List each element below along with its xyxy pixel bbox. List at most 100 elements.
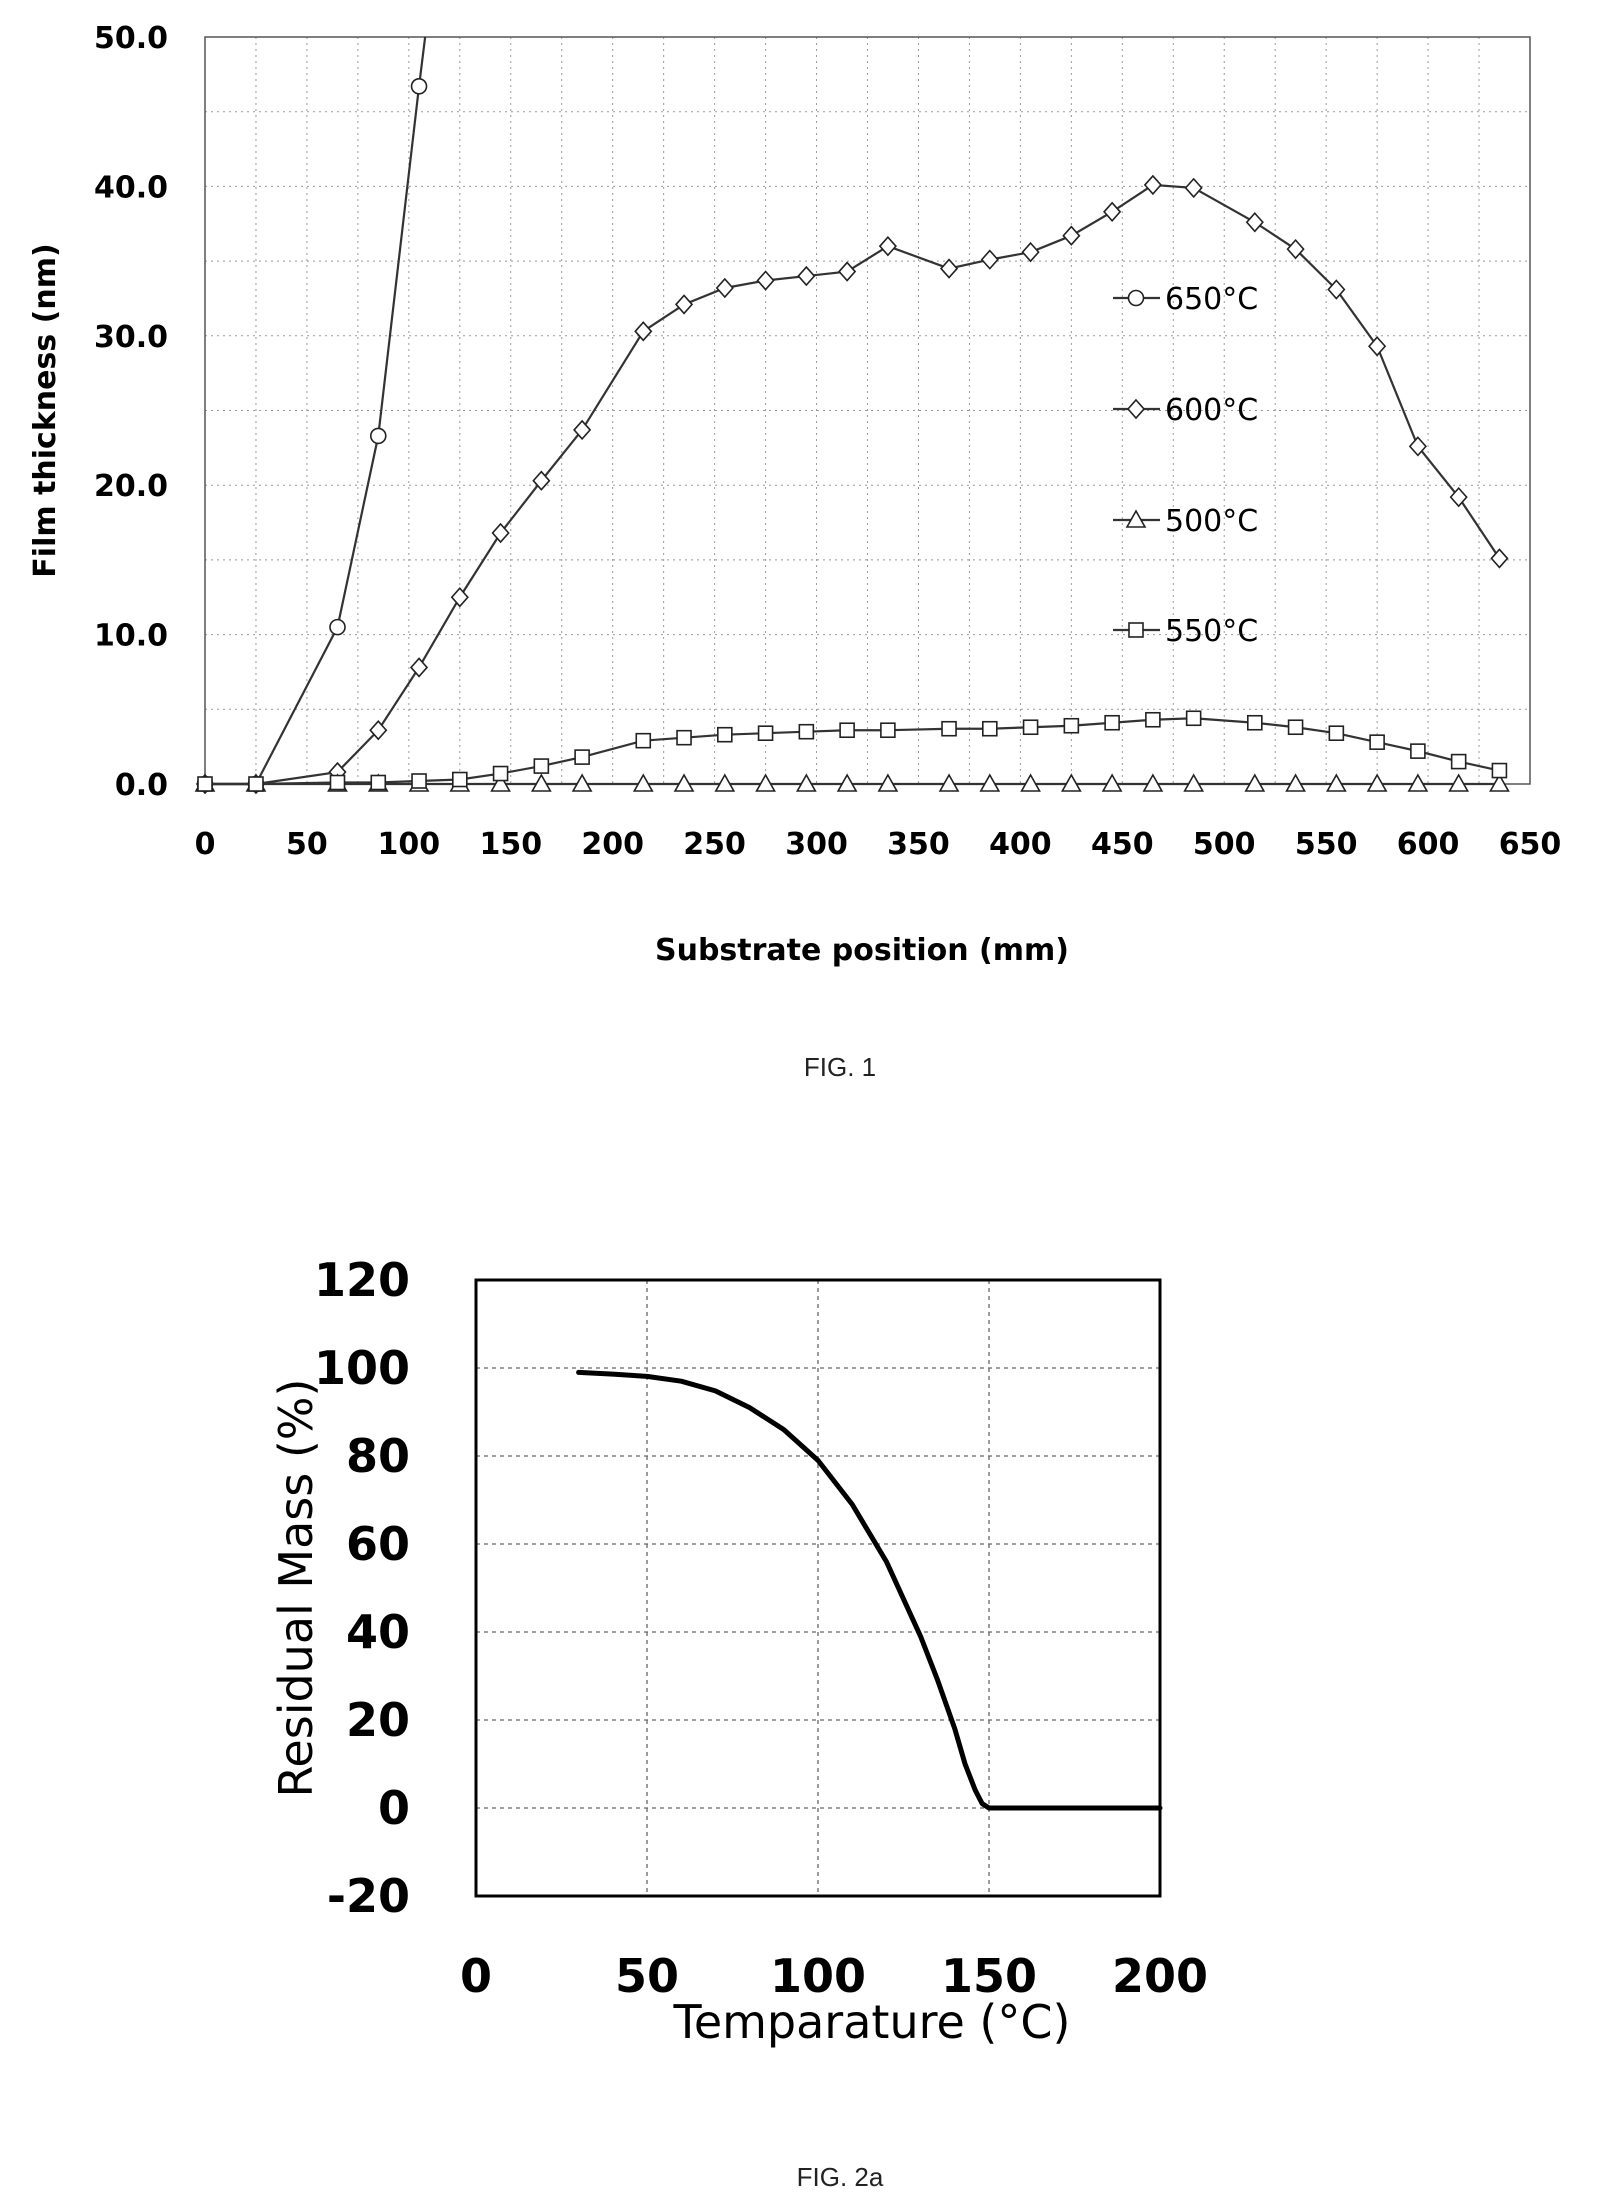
x-tick-label: 100	[770, 1949, 866, 2003]
square-marker	[411, 773, 427, 789]
square-marker	[1022, 719, 1039, 736]
square-marker	[574, 749, 590, 765]
legend-entry: 600°C	[1113, 393, 1258, 428]
diamond-marker	[1184, 177, 1203, 199]
x-tick-label: 200	[1112, 1949, 1208, 2003]
triangle-marker	[530, 773, 552, 792]
y-tick-label: 120	[314, 1253, 410, 1307]
triangle-marker	[877, 773, 899, 792]
square-marker	[1328, 725, 1345, 742]
x-tick-label: 0	[195, 827, 216, 862]
circle-marker	[410, 78, 428, 95]
diamond-marker	[1062, 225, 1081, 246]
triangle-marker	[1244, 773, 1266, 792]
square-marker	[1104, 714, 1120, 731]
series-circle	[196, 36, 428, 793]
diamond-marker	[1103, 201, 1122, 223]
triangle-marker	[1325, 773, 1347, 792]
diamond-marker	[409, 657, 429, 678]
series-line	[205, 183, 1501, 786]
triangle-marker	[1142, 773, 1164, 792]
y-tick-label: 40.0	[94, 170, 168, 205]
square-marker	[533, 758, 550, 774]
square-marker	[982, 720, 998, 737]
x-axis-title: Substrate position (mm)	[655, 933, 1069, 968]
triangle-marker	[1366, 773, 1388, 792]
diamond-marker	[756, 270, 775, 291]
y-tick-label: 60	[346, 1517, 410, 1571]
x-tick-label: 100	[378, 827, 441, 862]
square-marker	[1145, 711, 1161, 728]
y-tick-label: 20.0	[94, 469, 168, 504]
diamond-marker	[1408, 436, 1427, 457]
square-marker	[1450, 753, 1467, 770]
square-marker	[370, 774, 387, 791]
square-marker	[1185, 710, 1202, 727]
figure-2a-caption: FIG. 2a	[797, 2162, 884, 2192]
square-marker	[941, 720, 957, 737]
x-tick-label: 600	[1397, 827, 1460, 862]
y-tick-label: 40	[346, 1605, 410, 1659]
square-marker	[452, 771, 468, 788]
circle-marker	[369, 427, 387, 445]
square-marker	[1287, 719, 1304, 736]
triangle-marker	[1407, 773, 1429, 792]
diamond-marker	[1490, 548, 1509, 569]
y-tick-label: 20	[346, 1693, 410, 1747]
diamond-marker	[573, 419, 592, 441]
diamond-marker	[939, 258, 959, 279]
triangle-marker	[1101, 773, 1123, 792]
diamond-marker	[1245, 212, 1264, 233]
triangle-marker	[1285, 773, 1306, 792]
x-tick-label: 50	[286, 827, 328, 862]
legend-label: 650°C	[1165, 282, 1258, 317]
square-marker	[1491, 762, 1508, 779]
diamond-marker	[1327, 279, 1346, 300]
diamond-marker	[838, 261, 857, 282]
diamond-marker	[878, 235, 897, 257]
legend-circle-marker	[1127, 289, 1145, 307]
y-axis-title: Residual Mass (%)	[269, 1379, 323, 1798]
legend-label: 550°C	[1165, 614, 1258, 649]
diamond-marker	[450, 587, 469, 608]
legend-label: 500°C	[1165, 504, 1258, 539]
diamond-marker	[1368, 336, 1387, 357]
figure-1-caption: FIG. 1	[804, 1052, 876, 1082]
y-tick-label: 10.0	[94, 619, 168, 654]
square-marker	[717, 726, 733, 743]
legend-square-marker	[1128, 622, 1144, 638]
plot-area-frame	[474, 1278, 1162, 1898]
x-axis-title: Temparature (°C)	[673, 1995, 1071, 2049]
x-tick-label: 500	[1193, 827, 1256, 862]
x-tick-label: 0	[460, 1949, 492, 2003]
residual-mass-chart: 0 50 100 150 200 -20 0 20 40 60 80 100 120 Temparatur…	[269, 1253, 1208, 2049]
legend-entry: 550°C	[1113, 614, 1258, 649]
square-marker	[676, 729, 692, 746]
triangle-marker	[673, 773, 695, 792]
y-tick-label: 0.0	[115, 768, 168, 803]
square-marker	[1369, 734, 1385, 750]
diamond-marker	[797, 265, 816, 287]
diamond-marker	[1021, 241, 1040, 263]
legend-entry: 650°C	[1113, 282, 1258, 317]
legend-diamond-marker	[1126, 398, 1146, 420]
diamond-marker	[532, 470, 551, 491]
y-axis-title: Film thickness (nm)	[28, 243, 63, 577]
diamond-marker	[1143, 174, 1162, 196]
diamond-marker	[715, 277, 734, 299]
x-tick-label: 350	[887, 827, 950, 862]
square-marker	[798, 723, 815, 740]
circle-marker	[329, 618, 346, 636]
square-marker	[1063, 717, 1080, 734]
x-tick-label: 650	[1499, 827, 1562, 862]
triangle-marker	[979, 773, 1001, 792]
square-marker	[839, 722, 855, 739]
diamond-marker	[980, 249, 999, 270]
triangle-marker	[1489, 773, 1510, 792]
triangle-marker	[490, 773, 511, 792]
x-tick-label: 200	[581, 827, 644, 862]
film-thickness-chart: 0 50 100 150 200 250 300 350 400 450 500 550 600 650 0…	[28, 21, 1561, 968]
x-tick-label: 50	[615, 1949, 679, 2003]
square-marker	[635, 732, 652, 749]
legend-label: 600°C	[1165, 393, 1258, 428]
